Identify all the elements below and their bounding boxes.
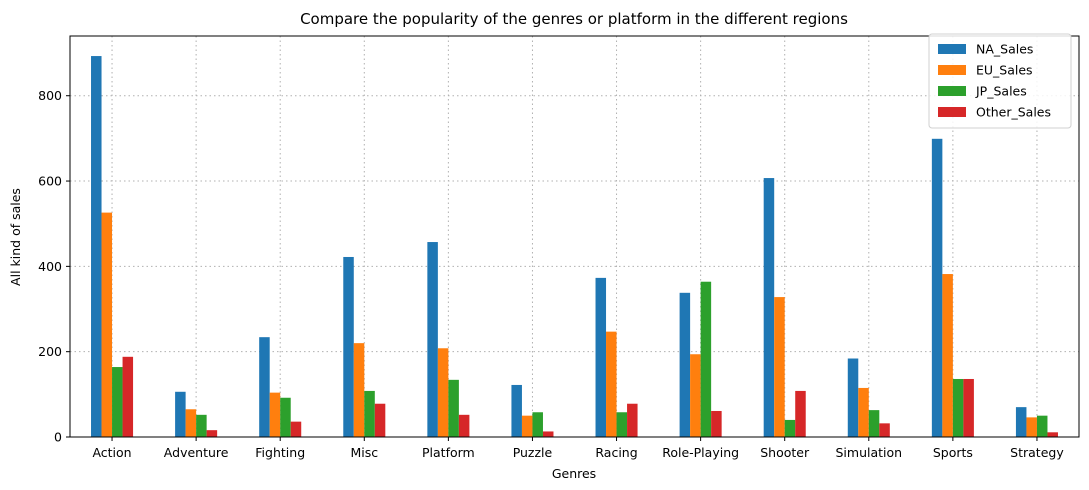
- chart-title: Compare the popularity of the genres or …: [300, 10, 848, 28]
- bar-NA_Sales-Role-Playing: [679, 292, 691, 437]
- x-tick-label: Fighting: [255, 445, 305, 460]
- legend-entry: EU_Sales: [976, 63, 1033, 78]
- bar-EU_Sales-Puzzle: [521, 415, 533, 437]
- legend-entry: JP_Sales: [975, 84, 1027, 99]
- bar-NA_Sales-Adventure: [175, 391, 186, 437]
- legend-box: [928, 33, 1072, 129]
- legend-swatch: [938, 44, 966, 54]
- legend-entry: Other_Sales: [976, 105, 1051, 120]
- legend-swatch: [938, 86, 966, 96]
- y-tick-label: 0: [54, 430, 62, 445]
- bar-Other_Sales-Action: [122, 356, 134, 437]
- bar-EU_Sales-Strategy: [1026, 417, 1037, 437]
- bar-EU_Sales-Shooter: [774, 297, 785, 437]
- bar-NA_Sales-Shooter: [763, 178, 775, 437]
- bar-JP_Sales-Puzzle: [532, 412, 543, 437]
- bar-EU_Sales-Platform: [437, 348, 449, 437]
- bar-Other_Sales-Adventure: [206, 430, 218, 437]
- x-tick-label: Sports: [933, 445, 973, 460]
- bar-EU_Sales-Misc: [353, 343, 365, 437]
- bar-JP_Sales-Strategy: [1036, 415, 1048, 437]
- x-tick-label: Adventure: [164, 445, 229, 460]
- y-tick-label: 800: [38, 88, 62, 103]
- bar-JP_Sales-Misc: [364, 390, 375, 437]
- x-tick-label: Action: [92, 445, 131, 460]
- bar-JP_Sales-Adventure: [196, 414, 207, 437]
- bar-JP_Sales-Action: [112, 367, 123, 437]
- bar-NA_Sales-Fighting: [259, 337, 270, 437]
- bar-Other_Sales-Simulation: [879, 423, 890, 437]
- bar-JP_Sales-Fighting: [280, 397, 291, 437]
- bar-NA_Sales-Strategy: [1015, 407, 1027, 437]
- bar-Other_Sales-Racing: [627, 403, 638, 437]
- bar-NA_Sales-Simulation: [847, 358, 859, 437]
- x-tick-label: Puzzle: [513, 445, 553, 460]
- bar-EU_Sales-Sports: [942, 274, 953, 437]
- bar-EU_Sales-Adventure: [185, 409, 197, 437]
- bar-NA_Sales-Action: [91, 56, 102, 438]
- bar-JP_Sales-Role-Playing: [700, 281, 712, 437]
- bar-Other_Sales-Platform: [458, 414, 470, 437]
- y-tick-label: 400: [38, 259, 62, 274]
- bar-NA_Sales-Sports: [931, 138, 943, 437]
- x-tick-label: Platform: [422, 445, 475, 460]
- plot-frame: [69, 35, 1080, 438]
- legend-swatch: [938, 107, 966, 117]
- bar-Other_Sales-Strategy: [1047, 432, 1058, 437]
- bar-Other_Sales-Puzzle: [542, 431, 554, 437]
- bar-JP_Sales-Sports: [952, 378, 964, 437]
- bar-Other_Sales-Sports: [963, 378, 974, 437]
- y-axis-label: All kind of sales: [8, 188, 23, 286]
- x-axis-label: Genres: [552, 466, 596, 481]
- bar-Other_Sales-Misc: [374, 403, 386, 437]
- legend: NA_Sales EU_Sales JP_Sales Other_Sales: [928, 33, 1072, 129]
- legend-entry: NA_Sales: [976, 42, 1033, 57]
- x-tick-label: Shooter: [760, 445, 810, 460]
- bar-EU_Sales-Racing: [606, 331, 617, 437]
- bar-EU_Sales-Action: [101, 212, 113, 437]
- bar-NA_Sales-Misc: [343, 256, 354, 437]
- legend-swatch: [938, 65, 966, 75]
- y-tick-label: 600: [38, 174, 62, 189]
- bar-Other_Sales-Role-Playing: [711, 410, 722, 437]
- x-tick-label: Role-Playing: [662, 445, 739, 460]
- y-tick-label: 200: [38, 344, 62, 359]
- bar-NA_Sales-Puzzle: [511, 384, 522, 437]
- bar-Other_Sales-Fighting: [290, 421, 302, 437]
- x-tick-label: Racing: [595, 445, 637, 460]
- x-tick-label: Strategy: [1010, 445, 1064, 460]
- bar-EU_Sales-Fighting: [269, 392, 281, 437]
- bar-Other_Sales-Shooter: [795, 390, 806, 437]
- x-tick-label: Misc: [350, 445, 378, 460]
- bar-NA_Sales-Platform: [427, 242, 438, 437]
- bar-EU_Sales-Role-Playing: [690, 354, 701, 437]
- ticks: Action Adventure Fighting Misc Platform Puzzl…: [38, 88, 1064, 460]
- bars: [91, 56, 1058, 438]
- bar-JP_Sales-Platform: [448, 379, 459, 437]
- x-tick-label: Simulation: [835, 445, 902, 460]
- bar-JP_Sales-Simulation: [868, 410, 880, 437]
- bar-NA_Sales-Racing: [595, 277, 607, 437]
- bar-JP_Sales-Shooter: [784, 419, 796, 437]
- bar-EU_Sales-Simulation: [858, 387, 869, 437]
- bar-JP_Sales-Racing: [616, 412, 628, 437]
